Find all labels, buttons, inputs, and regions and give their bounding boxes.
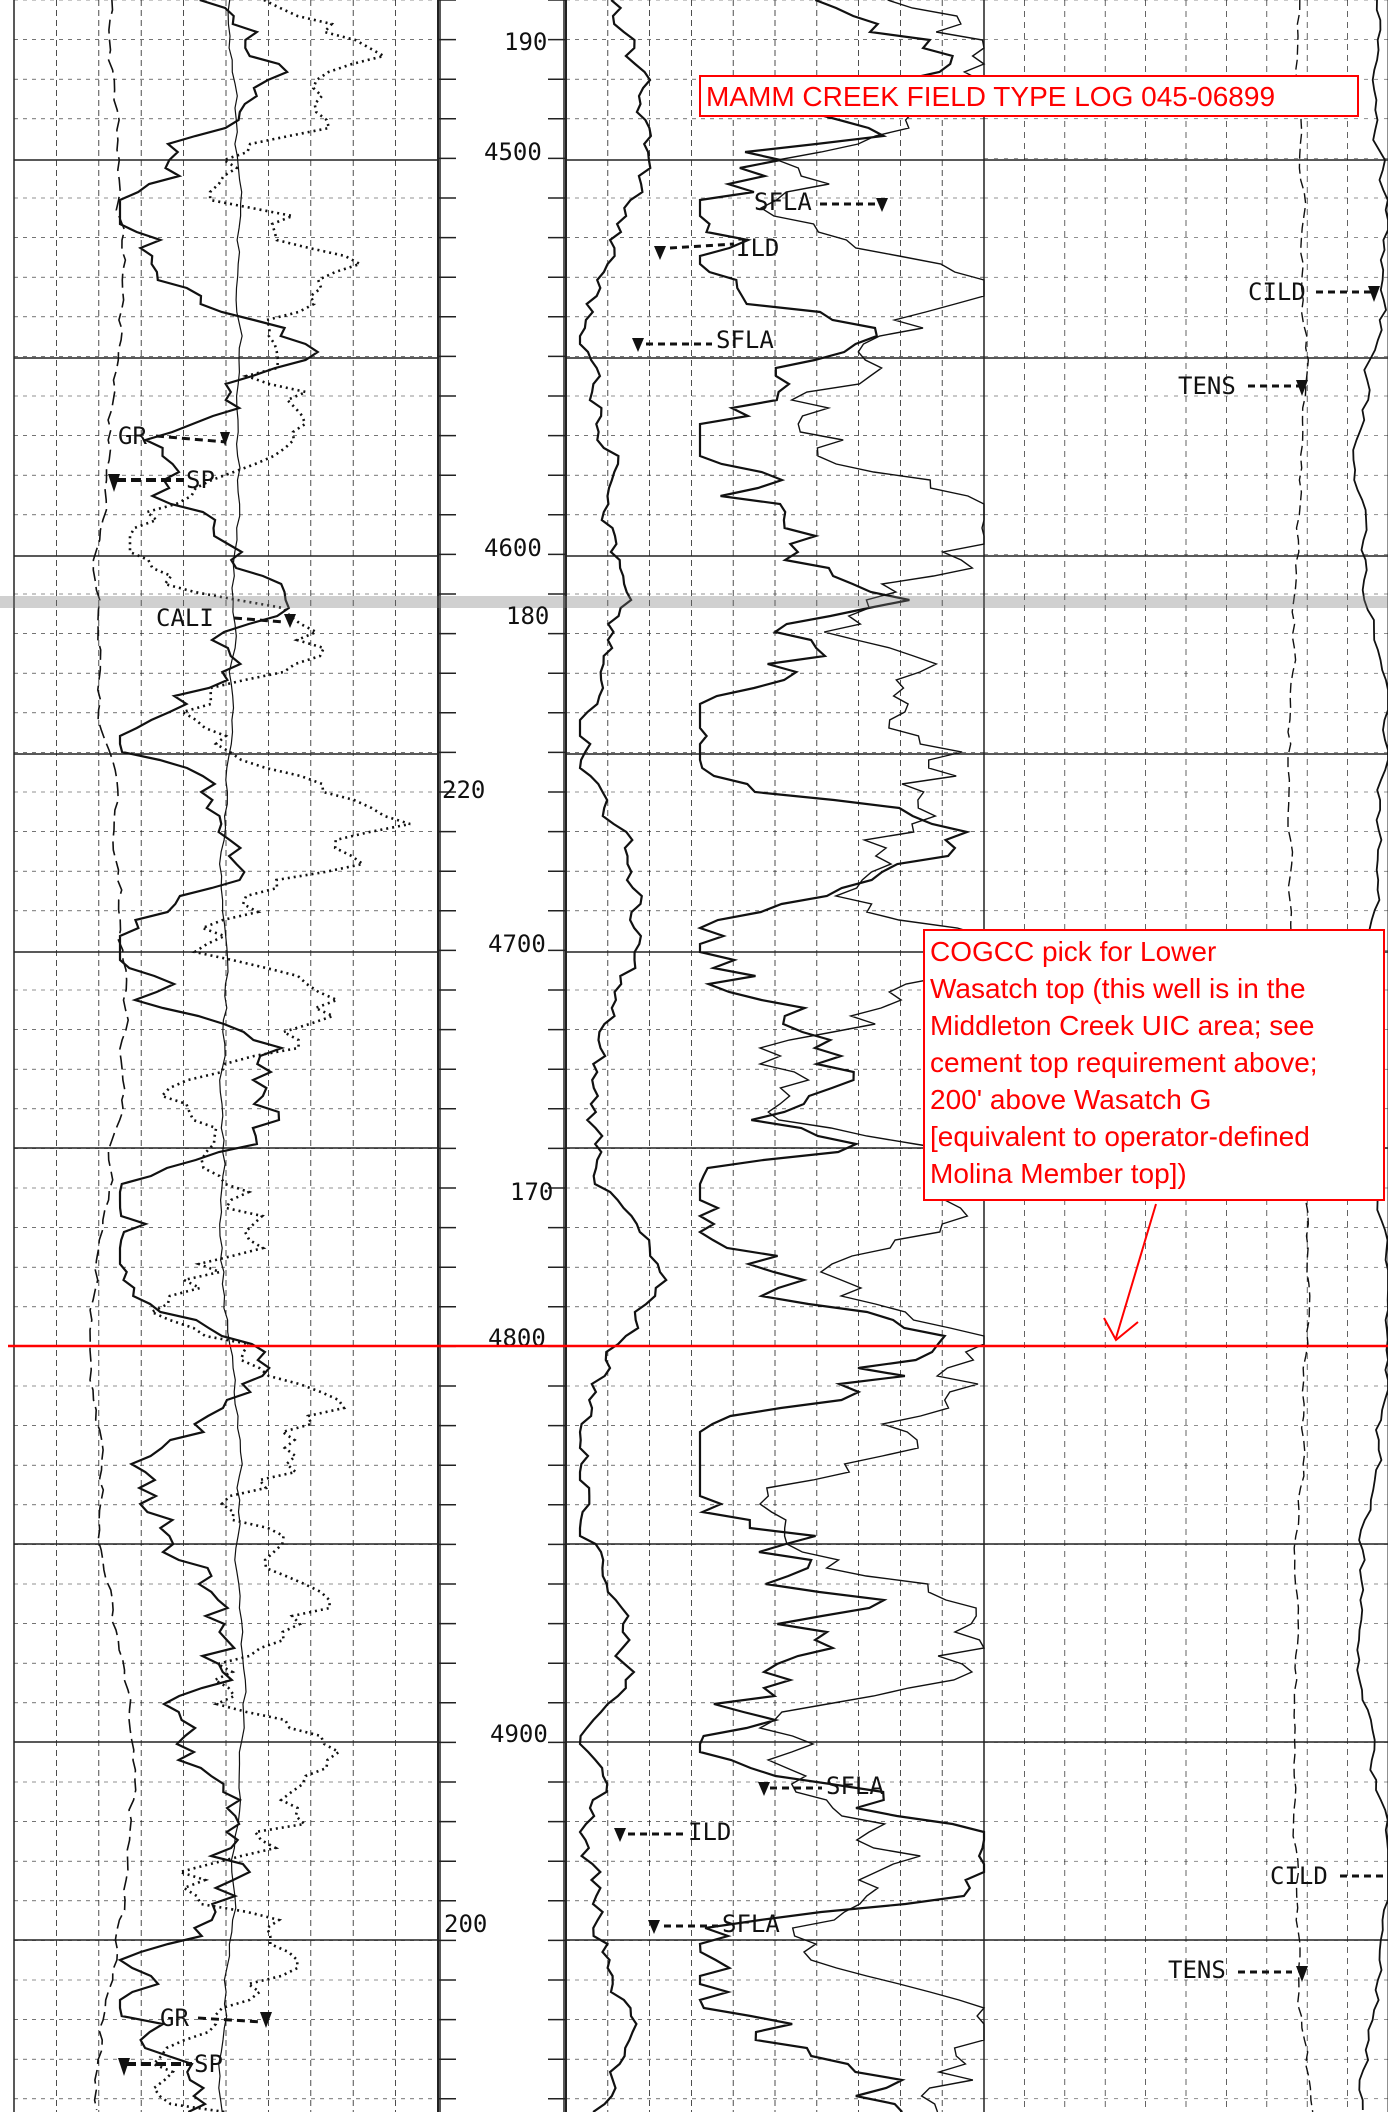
depth-label-4800: 4800	[488, 1324, 546, 1352]
gr-marker-lower	[260, 2012, 272, 2028]
scale-label-200: 200	[444, 1910, 487, 1938]
depth-label-4900: 4900	[490, 1720, 548, 1748]
curve-label-ild-1: ILD	[736, 234, 779, 262]
cali-marker	[284, 614, 296, 628]
curve-label-sfla-3: SFLA	[826, 1772, 884, 1800]
annotation-box	[923, 929, 1385, 1201]
sp-curve	[128, 0, 411, 2112]
ild-marker-2	[614, 1828, 626, 1842]
annotation-arrow-head	[1103, 1317, 1139, 1342]
tens-marker-1	[1296, 380, 1308, 396]
annotation-line-3: Middleton Creek UIC area; see	[930, 1010, 1314, 1041]
curve-label-tens-2: TENS	[1168, 1956, 1226, 1984]
annotation-line-6: [equivalent to operator-defined	[930, 1121, 1310, 1152]
annotation-line-4: cement top requirement above;	[930, 1047, 1318, 1078]
annotation-arrow	[1115, 1203, 1157, 1339]
sfla-marker-2	[632, 338, 644, 352]
sp-marker	[108, 474, 120, 492]
scale-label-190: 190	[504, 28, 547, 56]
sfla-deep-curve	[757, 0, 987, 2112]
annotation-line-7: Molina Member top])	[930, 1158, 1187, 1189]
annotation-line-1: COGCC pick for Lower	[930, 936, 1216, 967]
curve-label-cild-1: CILD	[1248, 278, 1306, 306]
sp-marker-lower	[118, 2058, 130, 2076]
depth-label-4500: 4500	[484, 138, 542, 166]
curve-label-cali: CALI	[156, 604, 214, 632]
curve-label-sp-lower: SP	[194, 2050, 223, 2078]
sfla-marker-1	[876, 198, 888, 212]
curve-label-gr: GR	[118, 422, 147, 450]
curve-label-sp: SP	[186, 466, 215, 494]
annotation-line-5: 200' above Wasatch G	[930, 1084, 1211, 1115]
curve-label-gr-lower: GR	[160, 2004, 189, 2032]
curve-label-sfla-1: SFLA	[754, 188, 812, 216]
tens-marker-2	[1296, 1966, 1308, 1982]
curve-label-sfla-4: SFLA	[722, 1910, 780, 1938]
depth-label-4600: 4600	[484, 534, 542, 562]
sfla-marker-4	[648, 1920, 660, 1934]
scale-label-180: 180	[506, 602, 549, 630]
title-box	[699, 75, 1359, 117]
curve-label-sfla-2: SFLA	[716, 326, 774, 354]
cild-marker-1	[1368, 286, 1380, 302]
sfla-curve	[696, 0, 986, 2112]
scale-label-170: 170	[510, 1178, 553, 1206]
scan-smudge	[0, 596, 1388, 608]
annotation-line-2: Wasatch top (this well is in the	[930, 973, 1306, 1004]
sfla-marker-3	[758, 1782, 770, 1796]
gr-marker	[220, 432, 230, 446]
curve-label-tens-1: TENS	[1178, 372, 1236, 400]
ild-marker-1	[654, 246, 666, 260]
ild-curve	[578, 0, 668, 2112]
curve-label-cild-2: CILD	[1270, 1862, 1328, 1890]
title: MAMM CREEK FIELD TYPE LOG 045-06899	[706, 81, 1275, 112]
curve-label-ild-2: ILD	[688, 1818, 731, 1846]
gr-baseline	[218, 0, 247, 2112]
depth-label-4700: 4700	[488, 930, 546, 958]
scale-label-220: 220	[442, 776, 485, 804]
